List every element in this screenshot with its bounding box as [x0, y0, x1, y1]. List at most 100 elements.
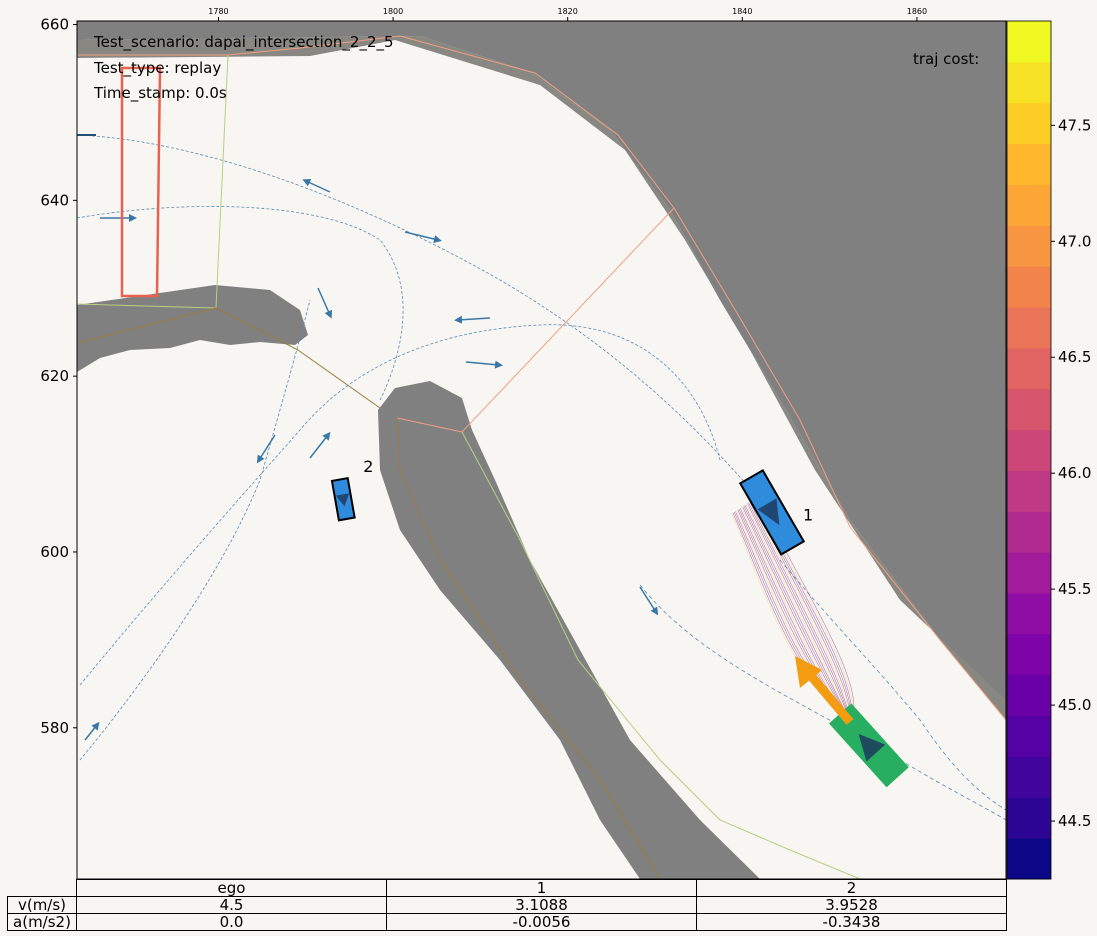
colorbar-segment [1007, 143, 1051, 185]
colorbar-tick-label: 44.5 [1058, 812, 1091, 830]
offroad-region-top [77, 21, 1006, 720]
offroad-region-middle [378, 381, 760, 879]
colorbar-segment [1007, 225, 1051, 267]
colorbar-tick-label: 45.0 [1058, 696, 1091, 714]
y-tick-label: 620 [40, 367, 69, 385]
ref-path-6 [779, 559, 1006, 811]
colorbar-segment [1007, 21, 1051, 63]
test-type-label: Test_type: replay [93, 59, 221, 78]
vehicle-state-table: ego 1 2 v(m/s) 4.5 3.1088 3.9528 a(m/s2)… [7, 879, 1007, 931]
offroad-region-left [77, 285, 308, 372]
direction-arrow [465, 360, 503, 369]
x-tick-label: 1820 [558, 7, 578, 16]
colorbar-segment [1007, 674, 1051, 717]
direction-arrow [317, 287, 333, 319]
ref-path-4 [77, 134, 761, 501]
colorbar-frame [1006, 20, 1052, 880]
lane-boundary-outer [77, 35, 1006, 721]
vehicle-label: 2 [363, 457, 373, 476]
colorbar-segment [1007, 715, 1051, 757]
candidate-trajectory [745, 504, 851, 723]
colorbar-segment [1007, 347, 1051, 390]
row-label-acceleration: a(m/s2) [7, 913, 77, 931]
colorbar-tick-label: 46.0 [1058, 464, 1091, 482]
scenario-label: Test_scenario: dapai_intersection_2_2_5 [93, 33, 394, 52]
direction-arrow [404, 231, 442, 243]
y-tick-label: 660 [40, 16, 69, 34]
candidate-trajectory [747, 503, 851, 723]
colorbar-segment [1007, 266, 1051, 308]
vehicle-label: 1 [803, 505, 813, 524]
acceleration-vehicle-2: -0.3438 [696, 913, 1007, 931]
ref-path-1 [79, 324, 721, 686]
candidate-trajectory [749, 501, 851, 723]
direction-arrow [256, 434, 276, 464]
direction-arrow [302, 179, 331, 193]
acceleration-vehicle-1: -0.0056 [386, 913, 697, 931]
traj-cost-label: traj cost: [913, 50, 979, 68]
lane-boundary-inner [77, 307, 381, 409]
colorbar-tick-label: 47.5 [1058, 116, 1091, 134]
colorbar-tick-label: 45.5 [1058, 580, 1091, 598]
table-row: a(m/s2) 0.0 -0.0056 -0.3438 [7, 913, 1007, 931]
candidate-trajectory [744, 504, 851, 723]
vehicle-heading-triangle [858, 733, 886, 762]
vehicle-2 [330, 476, 356, 522]
table-row: v(m/s) 4.5 3.1088 3.9528 [7, 896, 1007, 914]
table-header-vehicle-1: 1 [386, 879, 697, 897]
x-tick-label: 1840 [732, 7, 752, 16]
colorbar-segment [1007, 552, 1051, 594]
ego-heading-arrow [802, 667, 854, 725]
candidate-trajectory [748, 502, 851, 723]
colorbar-segment [1007, 429, 1051, 471]
lane-boundary-center [396, 417, 661, 879]
colorbar-tick-label: 47.0 [1058, 232, 1091, 250]
row-label-velocity: v(m/s) [7, 896, 77, 914]
colorbar-segment [1007, 184, 1051, 226]
colorbar-segment [1007, 102, 1051, 145]
acceleration-ego: 0.0 [76, 913, 387, 931]
table-header-ego: ego [76, 879, 387, 897]
ref-path-2 [79, 299, 311, 761]
ref-path-3 [77, 206, 404, 401]
colorbar-segment [1007, 470, 1051, 512]
colorbar-segment [1007, 756, 1051, 798]
lane-boundary-right [461, 431, 861, 879]
direction-arrow [639, 586, 659, 616]
table-corner [8, 880, 77, 897]
vehicles: 12 [330, 457, 909, 788]
direction-arrow [454, 315, 491, 324]
colorbar-segment [1007, 633, 1051, 676]
candidate-trajectory [750, 500, 851, 723]
x-tick-label: 1800 [383, 7, 403, 16]
colorbar-segment [1007, 307, 1051, 349]
direction-arrow [309, 431, 331, 459]
colorbar-segment [1007, 388, 1051, 431]
vehicle-ego [829, 703, 909, 788]
colorbar-segment [1007, 61, 1051, 104]
y-tick-label: 580 [40, 719, 69, 737]
colorbar-segment [1007, 511, 1051, 553]
direction-arrow [84, 721, 100, 741]
y-axis: 580 600 620 640 660 [40, 16, 77, 737]
colorbar-tick-label: 46.5 [1058, 348, 1091, 366]
velocity-vehicle-1: 3.1088 [386, 896, 697, 914]
colorbar: 44.5 45.0 45.5 46.0 46.5 47.0 47.5 [1006, 20, 1091, 880]
vehicle-heading-triangle [335, 493, 350, 507]
ego-heading-arrowhead [795, 656, 822, 688]
velocity-vehicle-2: 3.9528 [696, 896, 1007, 914]
table-header-vehicle-2: 2 [696, 879, 1007, 897]
vehicle-1 [738, 469, 806, 556]
map-layer: 12 [77, 21, 1006, 879]
colorbar-segment [1007, 838, 1051, 880]
colorbar-segment [1007, 593, 1051, 635]
timestamp-label: Time_stamp: 0.0s [93, 84, 227, 103]
y-tick-label: 600 [40, 543, 69, 561]
x-tick-label: 1860 [907, 7, 927, 16]
vehicle-heading-triangle [757, 498, 780, 526]
colorbar-segment [1007, 797, 1051, 839]
x-tick-label: 1780 [208, 7, 228, 16]
velocity-ego: 4.5 [76, 896, 387, 914]
region-of-interest [120, 66, 162, 298]
